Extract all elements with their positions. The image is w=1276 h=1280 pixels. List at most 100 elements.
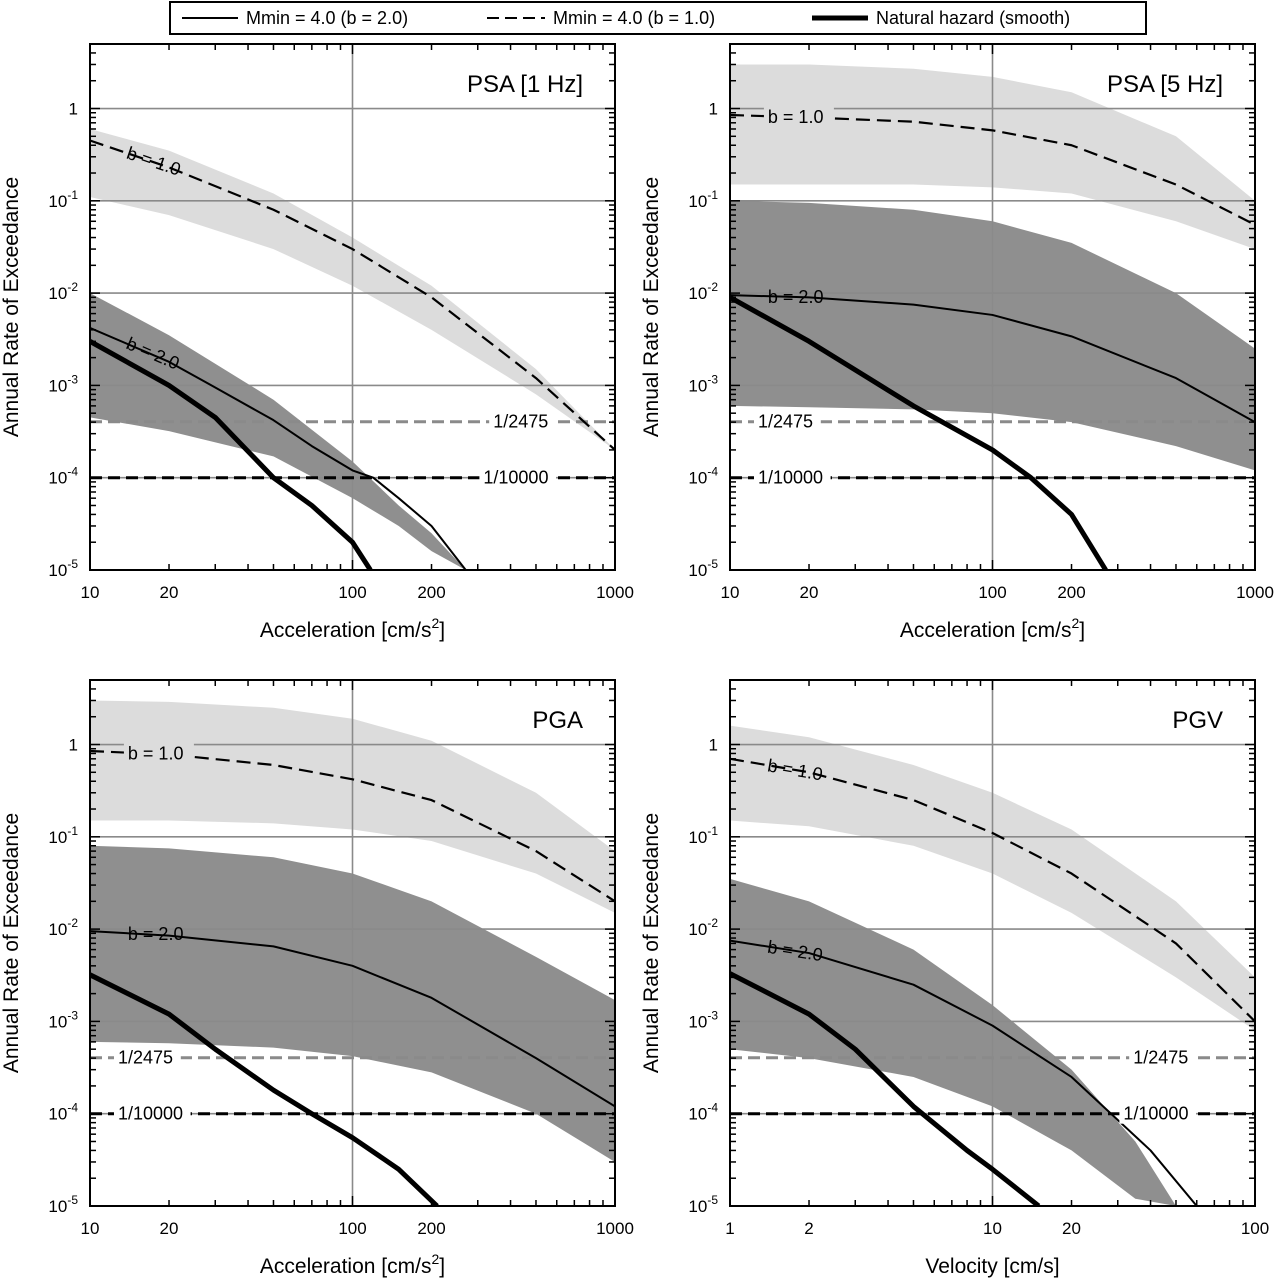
- x-tick-label: 100: [1241, 1219, 1269, 1238]
- y-tick-label: 10-3: [48, 1008, 78, 1031]
- series-line-thick: [730, 971, 1041, 1206]
- plot-area: [90, 44, 615, 570]
- curve-label-bg: [123, 741, 194, 764]
- y-tick-label: 1: [709, 100, 718, 119]
- y-tick-label: 10-4: [48, 1101, 78, 1124]
- y-tick-label: 10-4: [688, 1101, 718, 1124]
- tick-base: 10: [688, 1105, 707, 1124]
- legend-label-natural: Natural hazard (smooth): [876, 8, 1070, 28]
- tick-exponent: -5: [707, 1193, 718, 1207]
- tick-base: 10: [48, 828, 67, 847]
- return-period-label: 1/2475: [758, 412, 813, 432]
- y-tick-label: 10-1: [48, 188, 78, 211]
- panel-title: PGA: [532, 707, 583, 734]
- x-tick-label: 200: [417, 583, 445, 602]
- y-tick-label: 10-5: [48, 1193, 78, 1216]
- x-axis-label-text: ]: [439, 1255, 445, 1278]
- x-tick-label: 1000: [596, 1219, 634, 1238]
- x-tick-label: 1000: [1236, 583, 1274, 602]
- tick-exponent: -3: [67, 1008, 78, 1022]
- y-tick-label: 1: [69, 736, 78, 755]
- tick-base: 10: [688, 920, 707, 939]
- tick-base: 10: [688, 828, 707, 847]
- curve-label-group: b = 1.0: [763, 104, 834, 127]
- series-line-thick: [90, 972, 439, 1206]
- tick-base: 10: [48, 469, 67, 488]
- curve-label: b = 2.0: [128, 924, 184, 944]
- tick-exponent: -1: [707, 188, 718, 202]
- x-tick-label: 20: [1062, 1219, 1081, 1238]
- y-tick-label: 10-5: [48, 557, 78, 580]
- tick-exponent: -2: [67, 916, 78, 930]
- x-tick-label: 200: [417, 1219, 445, 1238]
- y-tick-label: 10-4: [688, 465, 718, 488]
- x-tick-label: 10: [81, 1219, 100, 1238]
- x-tick-label: 20: [160, 583, 179, 602]
- tick-base: 10: [48, 920, 67, 939]
- y-tick-label: 10-4: [48, 465, 78, 488]
- tick-exponent: -4: [67, 1101, 78, 1115]
- x-tick-label: 200: [1057, 583, 1085, 602]
- tick-base: 10: [48, 284, 67, 303]
- x-axis-label-exponent: 2: [431, 615, 439, 631]
- y-tick-label: 10-5: [688, 557, 718, 580]
- panel-title: PSA [1 Hz]: [467, 71, 583, 98]
- tick-exponent: -5: [67, 1193, 78, 1207]
- series-line-dashed: [90, 749, 615, 903]
- tick-exponent: -1: [67, 824, 78, 838]
- tick-exponent: -5: [707, 557, 718, 571]
- y-tick-label: 1: [709, 736, 718, 755]
- y-axis-label: Annual Rate of Exceedance: [0, 177, 23, 437]
- tick-exponent: -1: [707, 824, 718, 838]
- legend: Mmin = 4.0 (b = 2.0) Mmin = 4.0 (b = 1.0…: [169, 1, 1147, 35]
- return-period-label: 1/2475: [1133, 1048, 1188, 1068]
- series-line-thick: [90, 339, 373, 570]
- return-period-label: 1/2475: [118, 1048, 173, 1068]
- y-tick-label: 10-3: [688, 372, 718, 395]
- tick-exponent: -4: [707, 1101, 718, 1115]
- series-line-solid: [90, 326, 467, 570]
- legend-box: [169, 1, 1147, 35]
- series-line-solid: [730, 294, 1255, 424]
- x-tick-label: 10: [81, 583, 100, 602]
- tick-exponent: -1: [67, 188, 78, 202]
- chart-panel: 1/2475 1/10000 b = 1.0 b = 2.0 10 20 100 200 100…: [0, 679, 634, 1278]
- x-axis-label: Acceleration [cm/s2]: [900, 615, 1085, 642]
- tick-base: 10: [48, 1197, 67, 1216]
- series-line-thick: [730, 295, 1108, 570]
- plot-area: [90, 680, 615, 1206]
- tick-base: 10: [48, 1105, 67, 1124]
- return-period-label: 1/2475: [493, 412, 548, 432]
- chart-panel: 1/2475 1/10000 b = 1.0 b = 2.0 10 20 100 200 100…: [640, 43, 1274, 642]
- plot-area: [730, 44, 1255, 570]
- series-line-dashed: [730, 113, 1255, 226]
- return-period-label-bg: [489, 411, 556, 432]
- tick-base: 10: [688, 376, 707, 395]
- tick-exponent: -4: [707, 465, 718, 479]
- series-line-dashed: [730, 757, 1255, 1023]
- legend-label-b2: Mmin = 4.0 (b = 2.0): [246, 8, 408, 28]
- curve-label-group: b = 2.0: [768, 287, 824, 307]
- tick-exponent: -2: [707, 280, 718, 294]
- return-period-label-bg: [754, 467, 831, 488]
- tick-exponent: -3: [707, 372, 718, 386]
- x-tick-label: 20: [160, 1219, 179, 1238]
- return-period-label: 1/10000: [1123, 1104, 1188, 1124]
- y-tick-label: 10-2: [48, 280, 78, 303]
- y-tick-label: 10-1: [688, 188, 718, 211]
- x-tick-label: 100: [338, 1219, 366, 1238]
- tick-exponent: -3: [67, 372, 78, 386]
- return-period-label-bg: [479, 467, 556, 488]
- y-tick-label: 10-3: [48, 372, 78, 395]
- y-axis-label: Annual Rate of Exceedance: [640, 813, 663, 1073]
- x-axis-label-text: Acceleration [cm/s: [900, 619, 1072, 642]
- x-tick-label: 100: [978, 583, 1006, 602]
- return-period-label-bg: [1119, 1103, 1196, 1124]
- curve-label-group: b = 2.0: [128, 924, 184, 944]
- tick-exponent: -5: [67, 557, 78, 571]
- return-period-label-bg: [114, 1047, 181, 1068]
- tick-exponent: -4: [67, 465, 78, 479]
- uncertainty-band-b1: [730, 725, 1255, 1031]
- x-axis-label-text: ]: [1079, 619, 1085, 642]
